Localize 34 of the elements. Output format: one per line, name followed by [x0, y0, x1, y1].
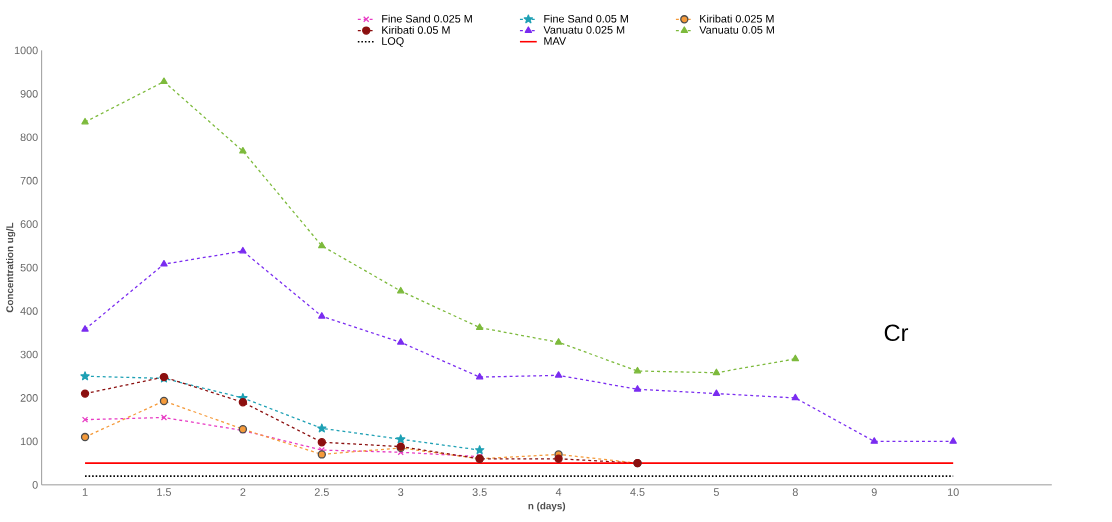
y-tick-label: 500 — [20, 263, 38, 272]
y-tick-label: 600 — [20, 220, 38, 228]
legend-label: MAV — [544, 37, 567, 45]
x-tick-label: 1.5 — [157, 488, 172, 496]
x-tick-label: 9 — [871, 488, 877, 496]
legend-label: Kiribati 0.05 M — [382, 25, 450, 34]
legend-label: LOQ — [382, 37, 404, 47]
x-tick-label: 8 — [792, 488, 798, 496]
x-tick-label: 3 — [398, 488, 404, 496]
legend-label: Fine Sand 0.05 M — [544, 14, 628, 23]
x-tick-label: 5 — [713, 488, 719, 496]
y-tick-label: 200 — [20, 393, 38, 402]
x-tick-label: 2 — [240, 488, 246, 496]
y-tick-label: 900 — [20, 89, 38, 98]
x-tick-label: 2.5 — [314, 488, 329, 496]
legend-label: Vanuatu 0.05 M — [699, 25, 774, 34]
x-tick-label: 4 — [555, 488, 562, 496]
y-tick-label: 300 — [20, 350, 38, 359]
y-tick-label: 1000 — [14, 46, 38, 55]
y-tick-label: 0 — [32, 480, 38, 489]
y-tick-label: 700 — [20, 176, 38, 185]
y-axis-title: Concentration ug/L — [6, 222, 16, 313]
y-tick-label: 100 — [20, 437, 38, 446]
legend-label: Vanuatu 0.025 M — [543, 25, 625, 34]
y-tick-label: 400 — [20, 307, 38, 315]
x-tick-label: 3.5 — [472, 488, 487, 496]
x-axis-title: n (days) — [528, 501, 566, 512]
annotation: Cr — [884, 324, 909, 341]
x-tick-label: 4.5 — [630, 488, 645, 496]
legend-label: Kiribati 0.025 M — [700, 14, 774, 23]
x-tick-label: 10 — [947, 488, 959, 496]
x-tick-label: 1 — [82, 488, 88, 496]
y-tick-label: 800 — [20, 133, 38, 141]
legend-label: Fine Sand 0.025 M — [382, 14, 472, 23]
